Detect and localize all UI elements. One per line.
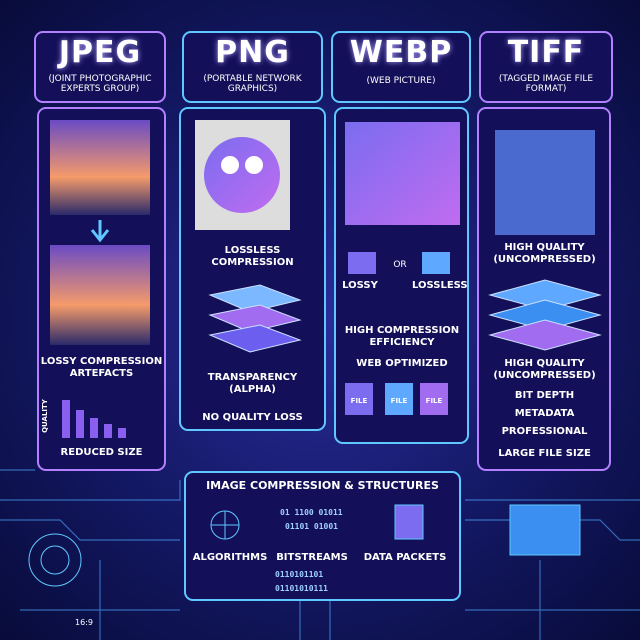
label: QUALITY bbox=[40, 399, 49, 433]
format-title: WEBP bbox=[349, 35, 453, 70]
bits: 01 1100 01011 bbox=[280, 508, 343, 517]
file-label: FILE bbox=[390, 397, 408, 405]
bits: 0110101101 bbox=[275, 570, 324, 579]
file-label: FILE bbox=[425, 397, 443, 405]
bits: 01101010111 bbox=[275, 584, 328, 593]
label: HIGH QUALITY (UNCOMPRESSED) bbox=[493, 242, 596, 265]
label: REDUCED SIZE bbox=[60, 447, 143, 458]
format-subtitle: (PORTABLE NETWORK GRAPHICS) bbox=[203, 74, 302, 95]
label: HIGH COMPRESSION EFFICIENCY bbox=[344, 325, 460, 348]
label: BIT DEPTH bbox=[514, 390, 575, 401]
format-title: PNG bbox=[215, 35, 290, 70]
label: METADATA bbox=[514, 408, 575, 419]
label: TRANSPARENCY (ALPHA) bbox=[207, 372, 298, 395]
bits: 01101 01001 bbox=[285, 522, 338, 531]
label: HIGH QUALITY (UNCOMPRESSED) bbox=[493, 358, 596, 381]
label: LOSSY COMPRESSION ARTEFACTS bbox=[40, 356, 163, 379]
file-label: FILE bbox=[350, 397, 368, 405]
format-title: JPEG bbox=[58, 35, 142, 70]
footer-title: IMAGE COMPRESSION & STRUCTURES bbox=[206, 479, 439, 492]
format-subtitle: (JOINT PHOTOGRAPHIC EXPERTS GROUP) bbox=[48, 74, 152, 95]
label: NO QUALITY LOSS bbox=[202, 412, 303, 423]
label: LOSSY bbox=[342, 280, 378, 291]
ratio: 16:9 bbox=[75, 618, 93, 627]
label: ALGORITHMS bbox=[192, 552, 268, 563]
label: LARGE FILE SIZE bbox=[498, 448, 591, 459]
format-subtitle: (WEB PICTURE) bbox=[366, 76, 436, 86]
format-subtitle: (TAGGED IMAGE FILE FORMAT) bbox=[498, 74, 594, 95]
label: LOSSLESS COMPRESSION bbox=[211, 245, 294, 268]
format-title: TIFF bbox=[507, 35, 585, 70]
label: PROFESSIONAL bbox=[501, 426, 588, 437]
label: DATA PACKETS bbox=[363, 552, 447, 563]
label: WEB OPTIMIZED bbox=[356, 358, 448, 369]
label: LOSSLESS bbox=[412, 280, 468, 291]
label: OR bbox=[393, 260, 407, 270]
label: BITSTREAMS bbox=[276, 552, 348, 563]
